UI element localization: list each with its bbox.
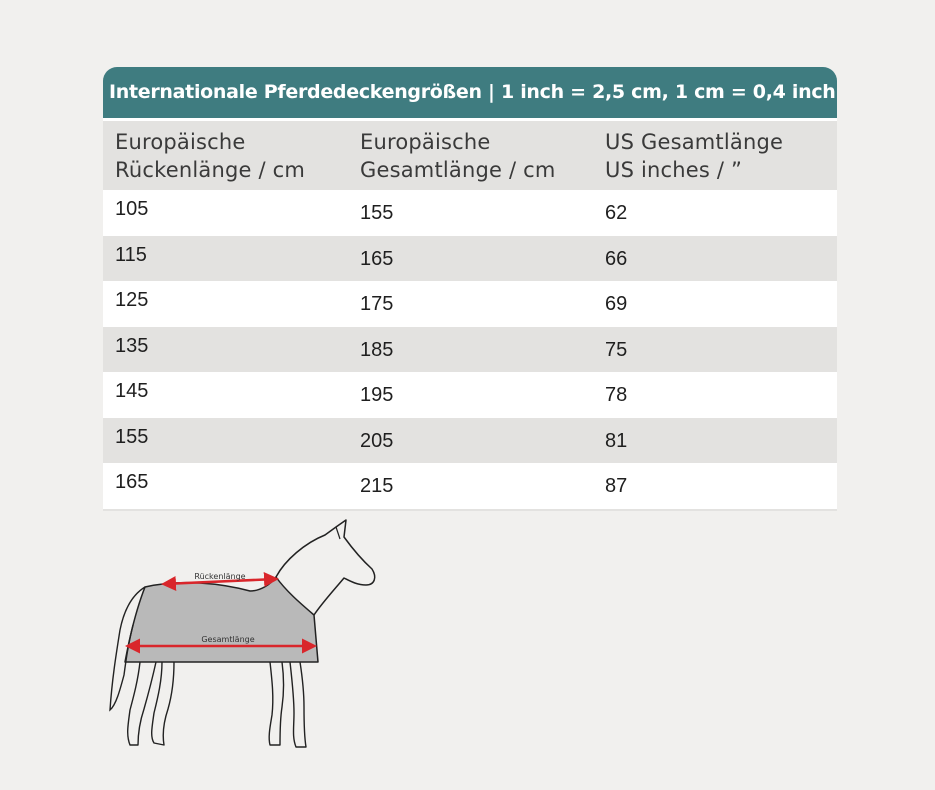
back-length-cell: 135 bbox=[115, 334, 149, 357]
table-body: 105 155 62 115 165 66 125 175 69 135 185… bbox=[103, 190, 837, 509]
column-header-us-length: US Gesamtlänge US inches / ” bbox=[605, 129, 784, 182]
us-inches-cell: 78 bbox=[605, 384, 628, 407]
table-bottom-border bbox=[103, 508, 837, 511]
back-length-cell: 115 bbox=[115, 243, 147, 266]
total-length-cell: 185 bbox=[360, 338, 394, 361]
table-row: 135 185 75 bbox=[103, 326, 837, 372]
back-length-cell: 165 bbox=[115, 471, 149, 494]
horse-blanket-illustration: Rückenlänge Gesamtlänge bbox=[109, 519, 376, 748]
table-row: 125 175 69 bbox=[103, 281, 837, 327]
horse-hind-legs bbox=[127, 661, 175, 746]
back-length-label: Rückenlänge bbox=[194, 572, 245, 581]
us-inches-cell: 69 bbox=[605, 293, 628, 316]
table-row: 155 205 81 bbox=[103, 417, 837, 463]
total-length-cell: 175 bbox=[360, 293, 394, 316]
us-inches-cell: 75 bbox=[605, 338, 628, 361]
column-header-back-length: Europäische Rückenlänge / cm bbox=[115, 129, 306, 182]
table-header-row: Europäische Rückenlänge / cm Europäische… bbox=[103, 121, 837, 190]
us-inches-cell: 62 bbox=[605, 202, 628, 225]
back-length-cell: 155 bbox=[115, 425, 149, 448]
total-length-cell: 195 bbox=[360, 384, 394, 407]
total-length-cell: 165 bbox=[360, 247, 394, 270]
total-length-label: Gesamtlänge bbox=[201, 635, 254, 644]
table-row: 165 215 87 bbox=[103, 463, 837, 509]
us-inches-cell: 81 bbox=[605, 429, 628, 452]
horse-front-legs bbox=[268, 661, 307, 748]
table-row: 145 195 78 bbox=[103, 372, 837, 418]
table-row: 105 155 62 bbox=[103, 190, 837, 236]
back-length-arrow bbox=[161, 572, 279, 591]
horse-ear bbox=[335, 526, 341, 540]
horse-tail bbox=[109, 586, 146, 712]
back-length-cell: 145 bbox=[115, 380, 149, 403]
back-length-cell: 125 bbox=[115, 289, 149, 312]
us-inches-cell: 87 bbox=[605, 475, 628, 498]
us-inches-cell: 66 bbox=[605, 247, 628, 270]
horse-head-outline bbox=[275, 519, 376, 616]
size-table: Internationale Pferdedeckengrößen | 1 in… bbox=[103, 67, 837, 511]
horse-blanket bbox=[124, 576, 319, 663]
total-length-cell: 205 bbox=[360, 429, 394, 452]
title-divider bbox=[103, 118, 837, 121]
column-header-total-length: Europäische Gesamtlänge / cm bbox=[360, 129, 556, 182]
back-length-cell: 105 bbox=[115, 198, 149, 221]
total-length-cell: 155 bbox=[360, 202, 394, 225]
total-length-cell: 215 bbox=[360, 475, 394, 498]
table-row: 115 165 66 bbox=[103, 235, 837, 281]
table-title: Internationale Pferdedeckengrößen | 1 in… bbox=[103, 67, 837, 118]
